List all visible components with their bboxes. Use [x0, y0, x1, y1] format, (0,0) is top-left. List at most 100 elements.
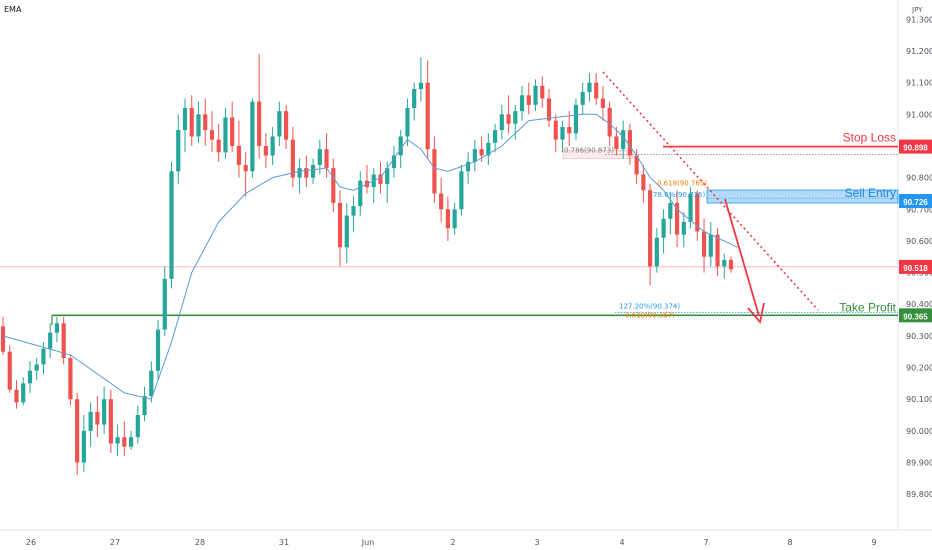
candle-body — [358, 180, 363, 207]
candle-body — [540, 85, 545, 99]
y-tick-label: 90.200 — [906, 364, 932, 373]
candle-body — [176, 130, 181, 172]
candle — [81, 415, 86, 473]
candle-body — [654, 237, 659, 267]
candle-body — [695, 193, 700, 232]
candle — [196, 101, 201, 143]
candle-body — [48, 332, 53, 349]
candle — [216, 123, 221, 162]
candle — [310, 158, 316, 184]
candle — [486, 133, 491, 165]
candle-body — [284, 111, 289, 140]
candle — [54, 316, 60, 343]
candle — [162, 266, 167, 336]
candle — [439, 177, 444, 222]
candle — [95, 396, 100, 438]
candle — [61, 316, 66, 365]
candle-body — [681, 221, 686, 235]
candle — [573, 98, 579, 140]
candle — [553, 114, 558, 153]
candle-body — [277, 111, 282, 137]
candle — [297, 158, 302, 194]
price-axis: 91.30091.20091.10091.00090.90090.80090.7… — [906, 15, 932, 499]
candle — [728, 256, 734, 273]
candle-body — [425, 82, 430, 150]
candle-body — [472, 149, 477, 162]
candle-body — [519, 95, 525, 112]
candle-body — [466, 161, 471, 172]
candle-body — [668, 202, 673, 219]
candle-body — [701, 231, 707, 257]
price-label-text: 90.518 — [903, 264, 928, 273]
candle — [600, 85, 606, 121]
candle-body — [378, 174, 383, 184]
candle-body — [391, 155, 397, 169]
candle-body — [14, 389, 19, 403]
ema-line — [2, 113, 738, 400]
candle — [14, 380, 19, 409]
indicator-label[interactable]: EMA — [4, 5, 22, 14]
price-label-box — [899, 308, 932, 323]
candle — [405, 98, 410, 146]
x-tick-label: 8 — [787, 538, 792, 547]
sell-arrow-head — [747, 302, 765, 324]
candle-body — [0, 326, 6, 352]
candle-body — [75, 399, 80, 463]
candle — [391, 145, 397, 178]
x-tick-label: Jun — [361, 538, 375, 547]
candle — [142, 386, 147, 422]
candle-body — [405, 107, 410, 137]
candle-body — [257, 101, 262, 146]
candle-body — [209, 130, 215, 140]
candle — [715, 228, 720, 276]
candle-body — [486, 142, 491, 156]
candle — [432, 136, 437, 203]
candle — [277, 101, 282, 146]
candle-body — [674, 202, 680, 235]
candle-body — [614, 136, 619, 150]
candle — [526, 82, 531, 115]
candle-body — [492, 130, 498, 143]
candle — [654, 228, 659, 273]
candle — [115, 424, 120, 457]
candle — [627, 123, 632, 165]
candle — [27, 361, 33, 393]
fib-level-label: 0.618(90.367) — [625, 312, 675, 320]
candle-body — [243, 164, 248, 172]
candle-body — [337, 202, 343, 248]
candle-body — [418, 82, 424, 89]
candle-body — [34, 364, 39, 371]
candle-body — [344, 215, 349, 248]
candle-body — [203, 114, 208, 131]
candle-body — [216, 139, 221, 153]
candle — [230, 101, 235, 153]
candle — [499, 104, 504, 140]
candle — [492, 123, 498, 153]
candle — [331, 158, 336, 213]
fib-level-label: 127.20%(90.374) — [619, 302, 680, 310]
candle — [34, 358, 39, 381]
price-label-box — [899, 139, 932, 154]
candle-body — [7, 351, 12, 390]
candle-body — [149, 370, 154, 397]
candle — [445, 196, 450, 241]
candle — [560, 120, 565, 153]
candle-body — [270, 136, 275, 156]
candle — [466, 152, 471, 184]
candle-body — [580, 92, 585, 105]
candle-body — [553, 120, 558, 140]
candle-body — [567, 126, 572, 134]
candle — [48, 323, 53, 359]
candle — [546, 88, 552, 127]
candle-body — [499, 114, 504, 131]
candle — [661, 209, 666, 254]
candle — [358, 171, 363, 216]
candle-body — [27, 370, 33, 384]
candle — [189, 95, 194, 146]
candle — [324, 133, 329, 178]
candle-body — [135, 415, 140, 438]
candle — [270, 126, 275, 165]
candle — [519, 85, 525, 121]
